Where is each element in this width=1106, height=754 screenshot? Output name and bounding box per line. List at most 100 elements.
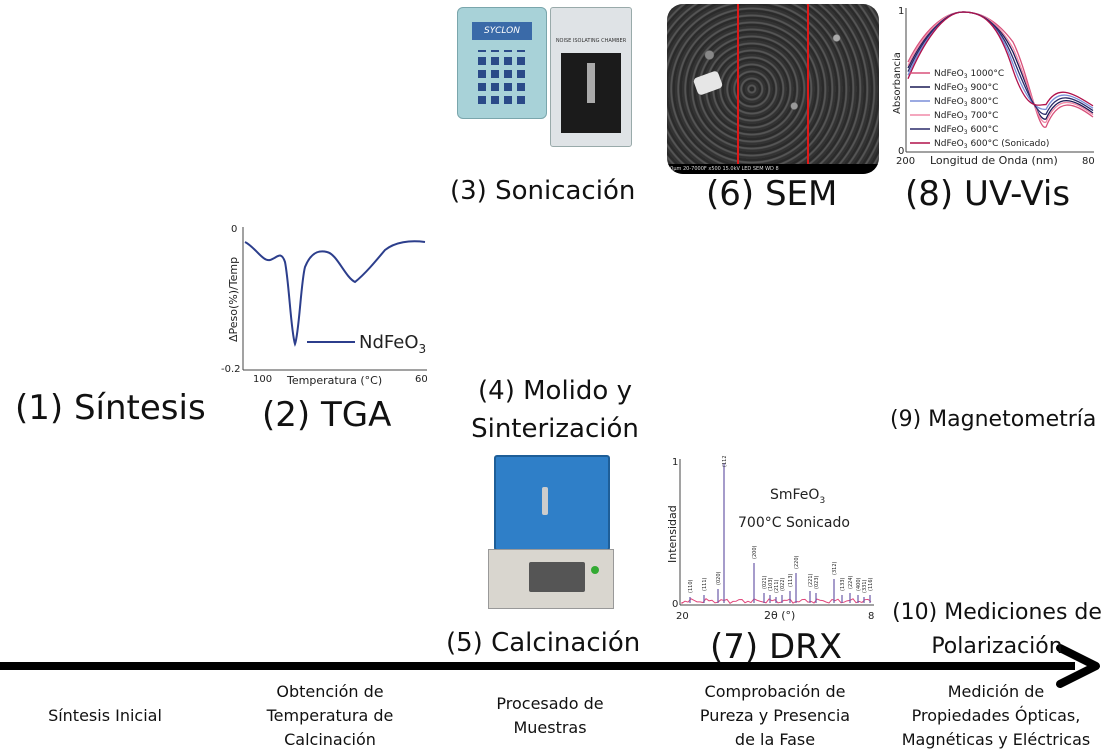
uvvis-legend-item-6: NdFeO3 600°C (Sonicado) <box>934 139 1049 150</box>
tga-xlabel: Temperatura (°C) <box>286 374 382 387</box>
drx-ytick-top: 1 <box>672 457 678 468</box>
uvvis-legend-item-5: NdFeO3 600°C <box>934 125 998 136</box>
uvvis-legend-item-4: NdFeO3 700°C <box>934 111 998 122</box>
drx-baseline <box>681 597 872 605</box>
tga-legend: NdFeO3 <box>359 332 426 356</box>
timeline-label-1-text: Síntesis Inicial <box>48 706 162 725</box>
drx-ylabel: Intensidad <box>666 505 679 563</box>
drx-peak-label-2: (111) <box>702 578 708 591</box>
uvvis-series-5 <box>907 11 1094 115</box>
uvvis-ylabel: Absorbancia <box>892 52 903 114</box>
sonicator-chamber-label: NOISE ISOLATING CHAMBER <box>555 38 627 44</box>
tga-ytick-top: 0 <box>231 224 237 235</box>
uvvis-ytick-top: 1 <box>898 6 904 17</box>
drx-peak-label-4: (112) <box>722 455 728 467</box>
step-5-title: (5) Calcinación <box>446 628 641 658</box>
step-3-title: (3) Sonicación <box>450 176 636 206</box>
sem-info-bar: 10μm 20-7000F x500 15.0kV LED SEM WD 8 <box>667 164 879 174</box>
furnace-door <box>494 455 610 551</box>
uvvis-chart: 1 0 200 80 Longitud de Onda (nm) Absorba… <box>892 6 1095 167</box>
drx-peak-label-6: (021) <box>762 576 768 589</box>
drx-xtick-right: 8 <box>868 611 874 622</box>
drx-peak-label-19: (116) <box>868 578 874 591</box>
step-7-title: (7) DRX <box>710 627 843 667</box>
drx-peaks: (110) (111) (020) (112) (200) (021) (103) (211)… <box>681 455 874 605</box>
timeline-label-2-line1: Obtención de <box>276 682 384 701</box>
furnace-handle <box>542 487 548 515</box>
uvvis-xtick-right: 80 <box>1082 156 1095 167</box>
uvvis-legend: NdFeO3 1000°C NdFeO3 900°C NdFeO3 800°C NdF… <box>910 69 1049 150</box>
drx-ytick-bottom: 0 <box>672 599 678 610</box>
timeline-label-4: Comprobación de Pureza y Presencia de la… <box>680 680 870 752</box>
drx-peak-label-9: (022) <box>780 578 786 591</box>
tga-xtick-left: 100 <box>253 374 272 385</box>
drx-peak-label-11: (220) <box>794 556 800 569</box>
timeline-label-5: Medición de Propiedades Ópticas, Magnéti… <box>886 680 1106 752</box>
step-6-title: (6) SEM <box>706 174 838 214</box>
uvvis-legend-item-2: NdFeO3 900°C <box>934 83 998 94</box>
step-1-title: (1) Síntesis <box>15 388 206 428</box>
tga-ytick-bottom: -0.2 <box>221 364 241 375</box>
timeline-label-2: Obtención de Temperatura de Calcinación <box>245 680 415 752</box>
drx-peak-label-13: (023) <box>814 576 820 589</box>
timeline-label-2-line3: Calcinación <box>284 730 376 749</box>
timeline-label-2-line2: Temperatura de <box>266 706 394 725</box>
sonicator-control-unit: SYCLON <box>457 7 547 119</box>
drx-peak-label-8: (211) <box>774 580 780 593</box>
step-9-title: (9) Magnetometría <box>890 407 1097 432</box>
step-2-title: (2) TGA <box>262 395 392 435</box>
drx-peak-label-15: (133) <box>840 578 846 591</box>
sonicator-chamber: NOISE ISOLATING CHAMBER <box>550 7 632 147</box>
timeline-label-4-line3: de la Fase <box>734 730 816 749</box>
sem-image: 10μm 20-7000F x500 15.0kV LED SEM WD 8 <box>667 4 879 174</box>
timeline-label-5-line3: Magnéticas y Eléctricas <box>901 730 1091 749</box>
drx-peak-label-1: (110) <box>688 580 694 593</box>
timeline-label-3-line1: Procesado de <box>496 694 604 713</box>
sonicator-keypad <box>478 50 530 104</box>
step-10-line2: Polarización <box>931 634 1063 659</box>
timeline-arrow <box>0 644 1100 688</box>
uvvis-ytick-bottom: 0 <box>898 146 904 157</box>
drx-title-line1: SmFeO3 <box>770 487 825 506</box>
tga-chart: 0 -0.2 100 60 Temperatura (°C) ΔPeso(%)/… <box>221 224 428 387</box>
step-10-title: (10) Mediciones de Polarización <box>892 596 1102 664</box>
step-4-line2: Sinterización <box>471 414 639 444</box>
drx-chart: 1 0 20 8 2θ (°) Intensidad SmFeO3 700°C … <box>666 455 874 622</box>
uvvis-legend-item-3: NdFeO3 800°C <box>934 97 998 108</box>
step-8-title: (8) UV-Vis <box>905 174 1071 214</box>
drx-peak-label-5: (200) <box>752 546 758 559</box>
step-10-line1: (10) Mediciones de <box>892 600 1102 625</box>
timeline-label-5-line2: Propiedades Ópticas, <box>911 706 1081 725</box>
drx-peak-label-17: (400) <box>856 578 862 591</box>
timeline-label-3-line2: Muestras <box>513 718 587 737</box>
timeline-label-1: Síntesis Inicial <box>30 704 180 728</box>
uvvis-series-6 <box>907 11 1094 107</box>
uvvis-legend-item-1: NdFeO3 1000°C <box>934 69 1004 80</box>
drx-peak-label-12: (221) <box>808 574 814 587</box>
tga-curve <box>244 240 426 347</box>
step-4-line1: (4) Molido y <box>478 376 632 406</box>
drx-peak-label-10: (113) <box>788 574 794 587</box>
drx-peak-label-16: (224) <box>848 576 854 589</box>
drx-peak-label-7: (103) <box>768 578 774 591</box>
timeline-label-4-line2: Pureza y Presencia <box>699 706 851 725</box>
timeline-label-5-line1: Medición de <box>947 682 1045 701</box>
uvvis-series-4 <box>907 11 1094 123</box>
tga-ylabel: ΔPeso(%)/Temp <box>227 257 240 342</box>
step-4-title: (4) Molido y Sinterización <box>465 372 645 448</box>
sonicator-image: SYCLON NOISE ISOLATING CHAMBER <box>455 2 655 152</box>
timeline-label-3: Procesado de Muestras <box>470 692 630 740</box>
uvvis-xtick-left: 200 <box>896 156 915 167</box>
sem-red-divider-2 <box>807 4 809 164</box>
uvvis-xlabel: Longitud de Onda (nm) <box>930 154 1058 167</box>
sonicator-probe <box>587 63 595 103</box>
uvvis-curves <box>907 11 1094 128</box>
furnace-base <box>488 549 614 609</box>
furnace-indicator-light <box>591 566 599 574</box>
tga-xtick-right: 60 <box>415 374 428 385</box>
sonicator-display: SYCLON <box>472 22 532 40</box>
furnace-image <box>488 455 614 610</box>
drx-xlabel: 2θ (°) <box>764 609 795 622</box>
drx-peak-label-14: (312) <box>832 562 838 575</box>
timeline-label-4-line1: Comprobación de <box>704 682 846 701</box>
